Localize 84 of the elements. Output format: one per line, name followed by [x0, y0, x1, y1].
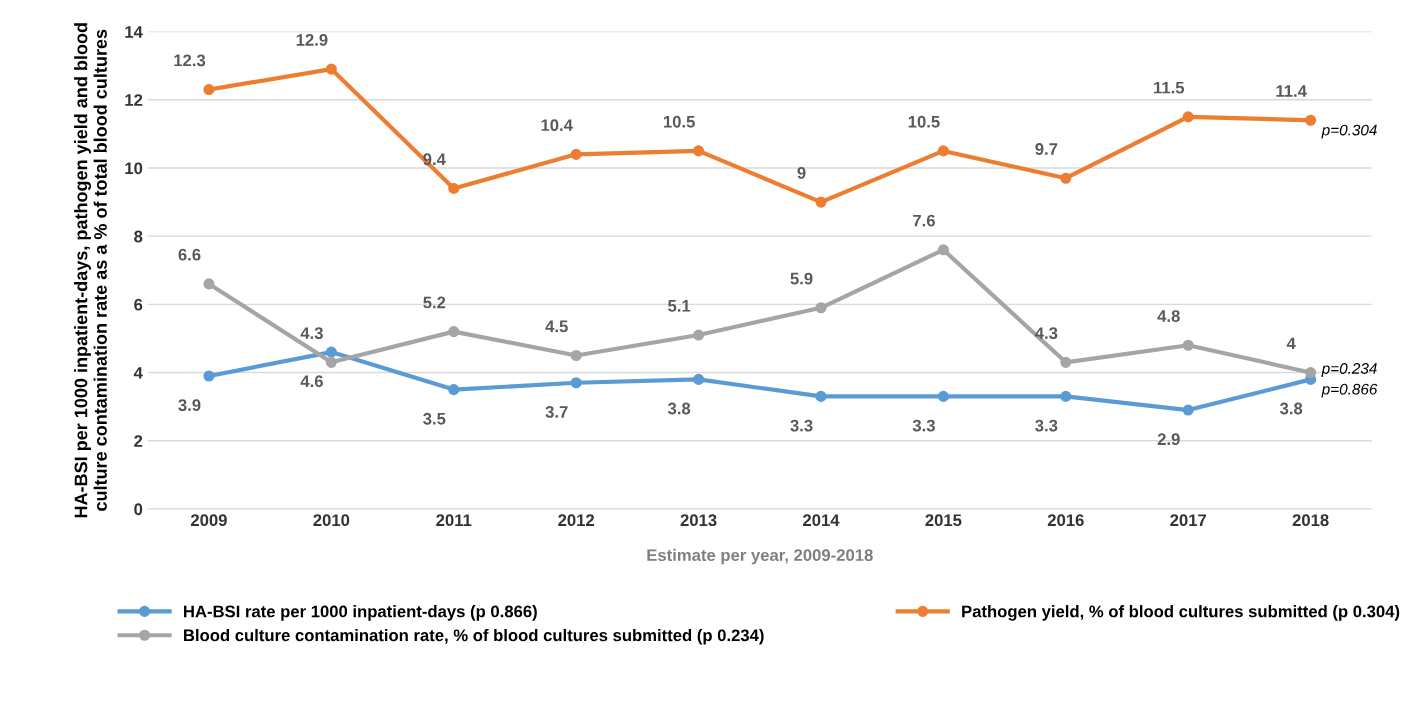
data-label: 9.7: [1035, 143, 1058, 155]
data-label: 4.5: [545, 320, 568, 333]
annotation: p=0.234: [1321, 363, 1377, 377]
y-tick-label: 14: [125, 26, 143, 38]
x-tick-label: 2016: [1047, 514, 1084, 527]
point: [325, 63, 337, 75]
data-label: 3.8: [1279, 402, 1303, 415]
point: [1060, 172, 1072, 184]
point: [325, 356, 337, 368]
data-label: 9: [797, 166, 806, 179]
point: [693, 329, 705, 341]
point: [203, 83, 215, 96]
point: [815, 302, 827, 314]
x-tick-label: 2015: [925, 514, 962, 527]
point: [937, 244, 949, 256]
x-tick-label: 2017: [1170, 514, 1207, 527]
x-axis-title: Estimate per year, 2009-2018: [647, 548, 873, 565]
point: [693, 145, 705, 157]
data-label: 5.1: [668, 300, 691, 312]
point: [937, 390, 949, 402]
y-tick-label: 12: [125, 94, 143, 106]
point: [1182, 404, 1194, 416]
point: [448, 384, 460, 396]
data-label: 3.8: [667, 402, 691, 415]
x-tick-label: 2012: [558, 514, 595, 527]
point: [937, 145, 949, 157]
point: [815, 196, 827, 208]
data-label: 6.6: [178, 248, 201, 261]
x-tick-label: 2014: [803, 514, 840, 527]
data-label: 5.2: [423, 296, 446, 309]
data-label: 5.9: [790, 272, 813, 285]
x-tick-label: 2011: [436, 514, 472, 527]
data-label: 4.3: [1035, 327, 1058, 340]
data-label: 10.5: [908, 115, 940, 128]
data-label: 3.5: [423, 412, 446, 425]
data-label: 12.3: [174, 54, 206, 67]
y-tick-label: 2: [134, 435, 143, 447]
x-tick-label: 2013: [680, 514, 717, 527]
data-label: 12.9: [296, 33, 328, 46]
y-tick-label: 8: [134, 230, 143, 243]
point: [448, 182, 460, 194]
point: [203, 278, 215, 290]
point: [448, 326, 460, 338]
point: [1060, 390, 1072, 402]
data-label: 4.3: [300, 327, 323, 340]
data-label: 4.8: [1157, 310, 1180, 322]
point: [1182, 111, 1194, 123]
legend-label: Blood culture contamination rate, % of blood cultures submitted (p 0.234): [184, 628, 764, 645]
x-tick-label: 2009: [190, 514, 227, 527]
point: [570, 377, 582, 389]
point: [815, 390, 827, 402]
data-label: 11.5: [1154, 81, 1185, 94]
y-tick-label: 6: [134, 298, 143, 311]
point: [1060, 356, 1072, 368]
data-label: 2.9: [1157, 433, 1180, 446]
annotation: p=0.866: [1321, 383, 1378, 398]
point: [325, 346, 337, 358]
point: [203, 370, 215, 382]
data-label: 3.3: [1035, 419, 1058, 432]
point: [1305, 114, 1317, 126]
x-tick-label: 2010: [313, 514, 350, 527]
point: [1305, 367, 1317, 379]
data-label: 3.3: [790, 419, 813, 432]
data-label: 7.6: [913, 214, 935, 227]
data-label: 10.4: [541, 119, 573, 132]
point: [570, 349, 582, 362]
y-axis-title: HA-BSI per 1000 inpatient-days, pathogen yield and blood culture contamination rate as a % of total blood cultures: [74, 23, 107, 518]
data-label: 11.4: [1276, 85, 1307, 97]
data-label: 10.5: [663, 115, 695, 128]
y-tick-label: 0: [134, 503, 143, 516]
y-tick-label: 10: [125, 162, 143, 175]
data-label: 3.7: [545, 406, 568, 418]
data-label: 4: [1286, 337, 1296, 350]
data-label: 3.3: [912, 419, 935, 432]
point: [693, 373, 705, 385]
data-label: 3.9: [178, 399, 201, 412]
x-tick-label: 2018: [1292, 514, 1329, 527]
point: [570, 148, 582, 160]
legend-label: Pathogen yield, % of blood cultures submitted (p 0.304): [962, 605, 1400, 621]
point: [1182, 339, 1194, 351]
y-tick-label: 4: [133, 367, 143, 379]
legend-label: HA-BSI rate per 1000 inpatient-days (p 0.866): [184, 605, 537, 621]
annotation: p=0.304: [1321, 124, 1377, 139]
data-label: 4.6: [300, 375, 323, 388]
